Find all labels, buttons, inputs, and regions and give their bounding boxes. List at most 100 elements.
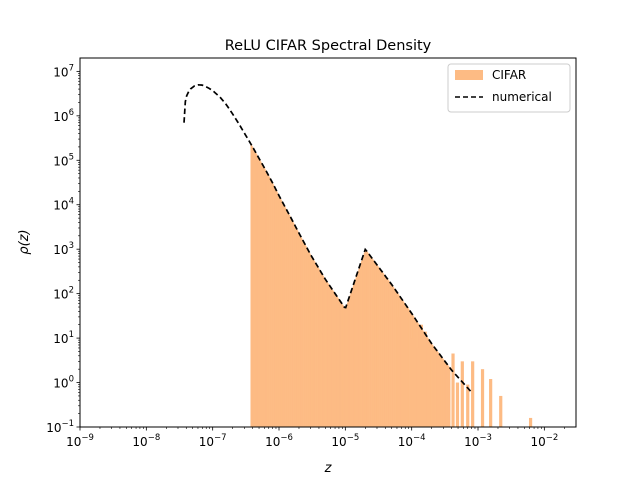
histogram-bar [269, 177, 271, 427]
histogram-tail-bar [489, 379, 493, 427]
histogram-bar [409, 310, 411, 427]
histogram-bar [358, 269, 360, 427]
histogram-bar [380, 270, 382, 427]
histogram-bar [337, 297, 339, 427]
histogram-bar [285, 207, 287, 427]
histogram-bar [431, 343, 433, 427]
histogram-bar [388, 280, 390, 427]
histogram-tail-bar [455, 382, 460, 427]
histogram-bar [422, 330, 424, 427]
histogram-tail-bar [460, 361, 464, 427]
histogram-bar [342, 304, 344, 427]
x-tick-label: 10−2 [530, 433, 558, 449]
histogram-tail-bar [416, 347, 420, 427]
histogram-bar [433, 346, 435, 427]
histogram-bar [449, 367, 451, 427]
x-tick-label: 10−9 [66, 433, 94, 449]
histogram-bar [335, 294, 337, 427]
histogram-bar [296, 228, 298, 427]
histogram-bar [376, 265, 378, 427]
y-tick-label: 100 [53, 375, 74, 391]
histogram-bar [360, 263, 362, 427]
histogram-bar [330, 287, 332, 427]
histogram-bar [289, 215, 291, 427]
histogram-bar [346, 302, 349, 427]
histogram-bar [311, 257, 313, 427]
histogram-bar [368, 254, 370, 427]
histogram-bar [440, 356, 442, 427]
histogram-bar [251, 145, 253, 427]
y-tick-label: 105 [53, 152, 74, 168]
histogram-bar [365, 250, 367, 427]
histogram-bar [432, 344, 434, 427]
histogram-bar [331, 288, 333, 427]
histogram-bar [366, 251, 368, 427]
histogram-bar [350, 290, 352, 427]
histogram-bar [291, 218, 293, 427]
histogram-bar [376, 264, 378, 427]
histogram-bar [318, 268, 320, 427]
histogram-bars [250, 143, 533, 428]
histogram-bar [258, 158, 260, 427]
histogram-bar [280, 198, 282, 427]
axes-frame [79, 57, 577, 428]
histogram-bar [380, 269, 382, 427]
histogram-bar [295, 227, 297, 427]
histogram-bar [326, 281, 328, 427]
histogram-bar [257, 156, 259, 427]
chart-title: ReLU CIFAR Spectral Density [225, 38, 432, 54]
histogram-bar [373, 260, 375, 427]
histogram-bar [392, 285, 394, 427]
histogram-bar [273, 185, 275, 427]
histogram-tail-bar [451, 353, 455, 427]
histogram-tail-bar [401, 305, 405, 427]
histogram-bar [356, 275, 358, 427]
histogram-bar [338, 298, 340, 427]
histogram-tail-bar [423, 331, 427, 427]
histogram-bar [288, 213, 290, 427]
histogram-tail-bar [419, 324, 423, 427]
histogram-bar [408, 308, 410, 427]
histogram-bar [309, 252, 311, 427]
histogram-bar [404, 303, 406, 427]
histogram-bar [327, 283, 329, 427]
histogram-tail-bar [427, 342, 431, 427]
histogram-bar [315, 262, 317, 427]
histogram-bar [438, 353, 440, 427]
histogram-bar [386, 277, 388, 427]
histogram-bar [339, 300, 341, 427]
histogram-bar [391, 284, 393, 427]
x-axis-label: z [324, 461, 333, 476]
histogram-bar [329, 285, 331, 427]
histogram-bar [375, 263, 377, 427]
histogram-tail-bar [471, 361, 475, 427]
histogram-bar [372, 259, 374, 427]
histogram-bar [344, 307, 346, 427]
histogram-bar [301, 237, 303, 427]
histogram-bar [390, 283, 392, 427]
histogram-bar [444, 360, 446, 427]
histogram-bar [374, 261, 376, 427]
histogram-bar [343, 306, 345, 427]
histogram-bar [315, 263, 317, 427]
histogram-bar [408, 309, 410, 427]
legend-numerical-label: numerical [492, 90, 552, 104]
histogram-bar [434, 348, 436, 427]
histogram-bar [354, 280, 356, 427]
histogram-bar [262, 165, 264, 427]
histogram-bar [352, 284, 354, 427]
histogram-bar [354, 278, 356, 427]
histogram-bar [268, 175, 270, 427]
histogram-bar [370, 257, 372, 427]
histogram-bar [273, 184, 275, 427]
histogram-bar [351, 288, 353, 427]
histogram-bar [271, 180, 273, 427]
histogram-bar [267, 173, 269, 427]
histogram-bar [440, 355, 442, 427]
histogram-bar [269, 178, 271, 427]
histogram-bar [442, 358, 444, 427]
histogram-bar [394, 289, 396, 427]
histogram-bar [329, 286, 331, 427]
histogram-bar [379, 268, 381, 427]
